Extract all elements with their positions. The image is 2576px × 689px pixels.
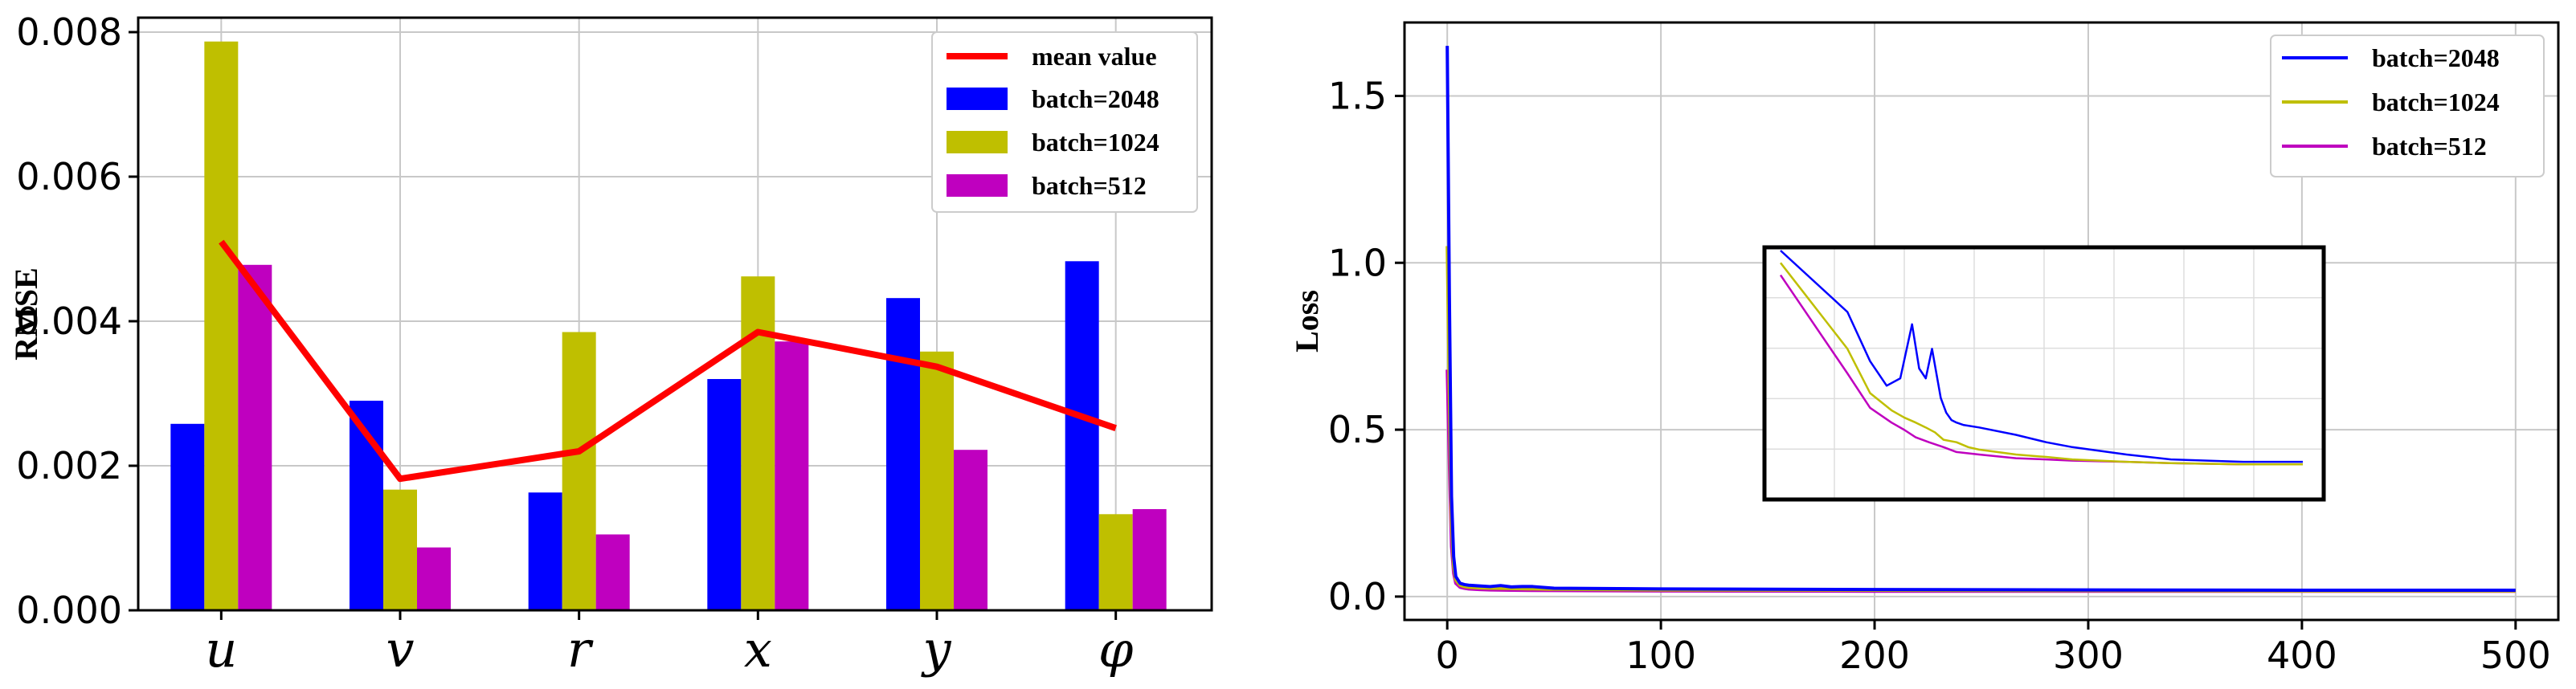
loss-line-batch-2048	[1445, 46, 2516, 593]
rmse-bars	[170, 41, 1167, 610]
bar-batch-512-5	[954, 450, 987, 610]
loss-y-ticks: 0.0 0.5 1.0 1.5	[1328, 74, 1405, 618]
legend-label-batch-512: batch=512	[2372, 132, 2487, 161]
rmse-bar-chart: 0.000 0.002 0.004 0.006 0.008 u v r x y φ RMSE me…	[8, 10, 1213, 679]
loss-grid	[1405, 22, 2558, 620]
legend-label-batch-2048: batch=2048	[1032, 84, 1159, 113]
rmse-y-ticks: 0.000 0.002 0.004 0.006 0.008	[16, 10, 138, 632]
bar-batch-512-6	[1132, 509, 1167, 610]
loss-zoom-inset	[1762, 245, 2326, 502]
rmse-x-tick-label-2: v	[386, 620, 414, 679]
bar-batch-2048-6	[1065, 261, 1099, 610]
loss-plot-frame	[1403, 21, 2560, 622]
rmse-legend-box	[931, 31, 1198, 213]
bar-batch-1024-4	[741, 276, 775, 610]
rmse-y-tick-label: 0.008	[16, 10, 122, 54]
mean-value-line	[219, 239, 1117, 483]
loss-line-chart: 0.0 0.5 1.0 1.5 0 100 200 300 400 500 Loss batch…	[1289, 21, 2560, 677]
rmse-x-tick-label-1: u	[205, 620, 237, 679]
bar-batch-512-4	[775, 341, 809, 610]
legend-swatch-batch-512	[947, 174, 1008, 197]
rmse-x-tick-label-5: y	[920, 620, 951, 679]
loss-x-tick-label: 200	[1839, 634, 1910, 677]
bar-batch-2048-4	[707, 379, 742, 610]
rmse-x-tick-label-6: φ	[1098, 620, 1134, 679]
loss-x-tick-label: 0	[1436, 634, 1459, 677]
loss-y-tick-label: 1.0	[1328, 241, 1387, 284]
loss-x-tick-label: 400	[2267, 634, 2337, 677]
bar-batch-1024-3	[562, 332, 596, 610]
legend-label-mean-value: mean value	[1032, 42, 1157, 71]
rmse-y-tick-label: 0.002	[16, 444, 122, 487]
loss-y-axis-label: Loss	[1289, 290, 1325, 353]
loss-y-tick-label: 0.0	[1328, 575, 1387, 618]
bar-batch-2048-3	[528, 492, 562, 610]
bar-batch-1024-5	[920, 351, 954, 610]
legend-label-batch-1024: batch=1024	[1032, 128, 1159, 157]
legend-label-batch-2048: batch=2048	[2372, 43, 2500, 72]
inset-line-batch-1024	[1780, 262, 2303, 466]
rmse-y-tick-label: 0.004	[16, 300, 122, 343]
loss-lines	[1445, 46, 2516, 593]
rmse-y-axis-label: RMSE	[8, 267, 44, 361]
bar-batch-2048-5	[886, 298, 920, 610]
loss-legend: batch=2048 batch=1024 batch=512	[2270, 35, 2545, 177]
loss-y-tick-label: 0.5	[1328, 408, 1387, 451]
bar-batch-512-2	[417, 547, 451, 610]
rmse-y-tick-label: 0.000	[16, 589, 122, 632]
rmse-plot-frame	[137, 16, 1213, 612]
bar-batch-1024-2	[383, 489, 417, 610]
legend-swatch-batch-1024	[947, 131, 1008, 153]
legend-label-batch-1024: batch=1024	[2372, 88, 2500, 116]
bar-batch-512-3	[595, 534, 630, 610]
loss-x-tick-label: 100	[1625, 634, 1696, 677]
rmse-legend: mean value batch=2048 batch=1024 batch=5…	[931, 31, 1198, 213]
loss-legend-box	[2270, 35, 2545, 177]
rmse-x-tick-label-4: x	[744, 620, 772, 679]
inset-frame	[1762, 245, 2326, 502]
rmse-y-tick-label: 0.006	[16, 155, 122, 198]
bar-batch-512-1	[238, 264, 272, 610]
loss-y-tick-label: 1.5	[1328, 74, 1387, 117]
bar-batch-1024-1	[204, 41, 239, 610]
inset-lines	[1779, 250, 2303, 466]
loss-x-tick-label: 300	[2053, 634, 2124, 677]
rmse-x-tick-label-3: r	[567, 620, 594, 679]
bar-batch-2048-1	[170, 423, 205, 610]
loss-x-tick-label: 500	[2480, 634, 2551, 677]
loss-x-ticks: 0 100 200 300 400 500	[1436, 620, 2551, 677]
inset-line-batch-2048	[1780, 250, 2303, 463]
legend-label-batch-512: batch=512	[1032, 171, 1147, 200]
legend-swatch-batch-2048	[947, 88, 1008, 110]
bar-batch-1024-6	[1098, 514, 1133, 610]
